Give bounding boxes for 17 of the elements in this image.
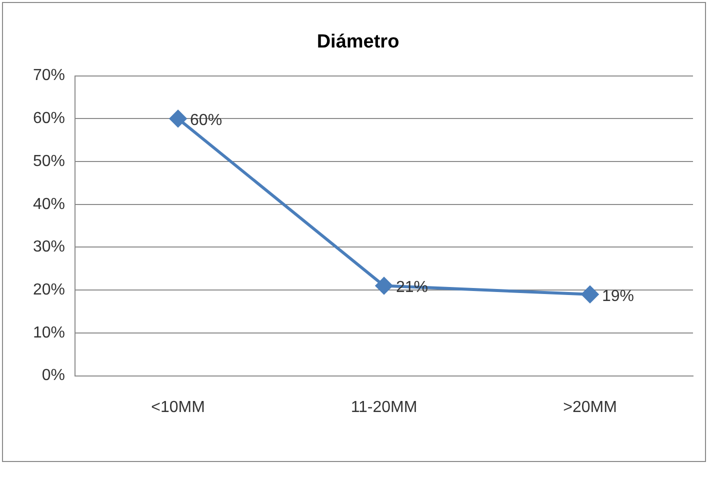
y-tick-label: 20% [32, 281, 66, 298]
data-label: 19% [602, 288, 634, 305]
point [582, 286, 599, 303]
y-tick-label: 50% [32, 152, 66, 170]
y-tick-label: 60% [32, 110, 66, 128]
point [376, 277, 393, 294]
y-tick-label: 10% [32, 324, 66, 342]
data-label: 21% [396, 279, 428, 296]
chart-title: Diámetro [316, 32, 400, 53]
point [170, 110, 187, 128]
y-tick-label: 70% [32, 67, 66, 84]
x-tick-label: >20MM [563, 398, 617, 416]
y-tick-label: 30% [32, 238, 66, 256]
x-tick-label: 11-20MM [350, 398, 418, 416]
y-tick-label: 0% [42, 367, 66, 384]
y-tick-label: 40% [32, 196, 66, 213]
x-tick-label: <10MM [151, 398, 205, 416]
